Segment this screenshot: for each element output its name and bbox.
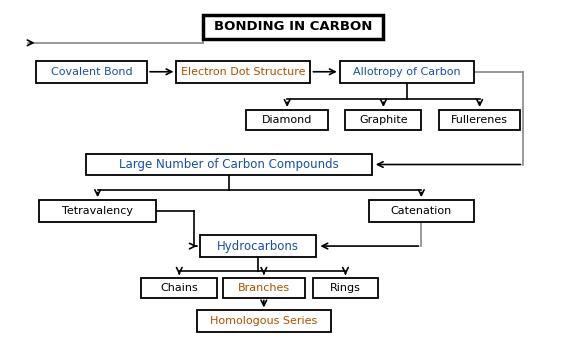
Text: Branches: Branches (238, 283, 290, 293)
FancyBboxPatch shape (340, 61, 474, 82)
Text: Electron Dot Structure: Electron Dot Structure (181, 67, 306, 77)
FancyBboxPatch shape (86, 154, 372, 175)
FancyBboxPatch shape (223, 278, 305, 297)
FancyBboxPatch shape (141, 278, 217, 297)
Text: Hydrocarbons: Hydrocarbons (217, 239, 299, 253)
Text: Large Number of Carbon Compounds: Large Number of Carbon Compounds (119, 158, 339, 171)
Text: Chains: Chains (161, 283, 198, 293)
Text: Covalent Bond: Covalent Bond (51, 67, 132, 77)
FancyBboxPatch shape (176, 61, 311, 82)
FancyBboxPatch shape (369, 200, 474, 222)
Text: Rings: Rings (330, 283, 361, 293)
FancyBboxPatch shape (439, 110, 520, 130)
Text: BONDING IN CARBON: BONDING IN CARBON (214, 20, 372, 33)
Text: Allotropy of Carbon: Allotropy of Carbon (353, 67, 461, 77)
Text: Tetravalency: Tetravalency (62, 206, 133, 216)
Text: Graphite: Graphite (359, 115, 408, 125)
Text: Catenation: Catenation (391, 206, 452, 216)
FancyBboxPatch shape (200, 235, 316, 257)
Text: Fullerenes: Fullerenes (451, 115, 508, 125)
FancyBboxPatch shape (39, 200, 156, 222)
FancyBboxPatch shape (346, 110, 421, 130)
Text: Diamond: Diamond (262, 115, 312, 125)
FancyBboxPatch shape (246, 110, 328, 130)
FancyBboxPatch shape (314, 278, 377, 297)
FancyBboxPatch shape (36, 61, 147, 82)
Text: Homologous Series: Homologous Series (210, 316, 318, 326)
FancyBboxPatch shape (203, 15, 383, 39)
FancyBboxPatch shape (197, 310, 331, 332)
